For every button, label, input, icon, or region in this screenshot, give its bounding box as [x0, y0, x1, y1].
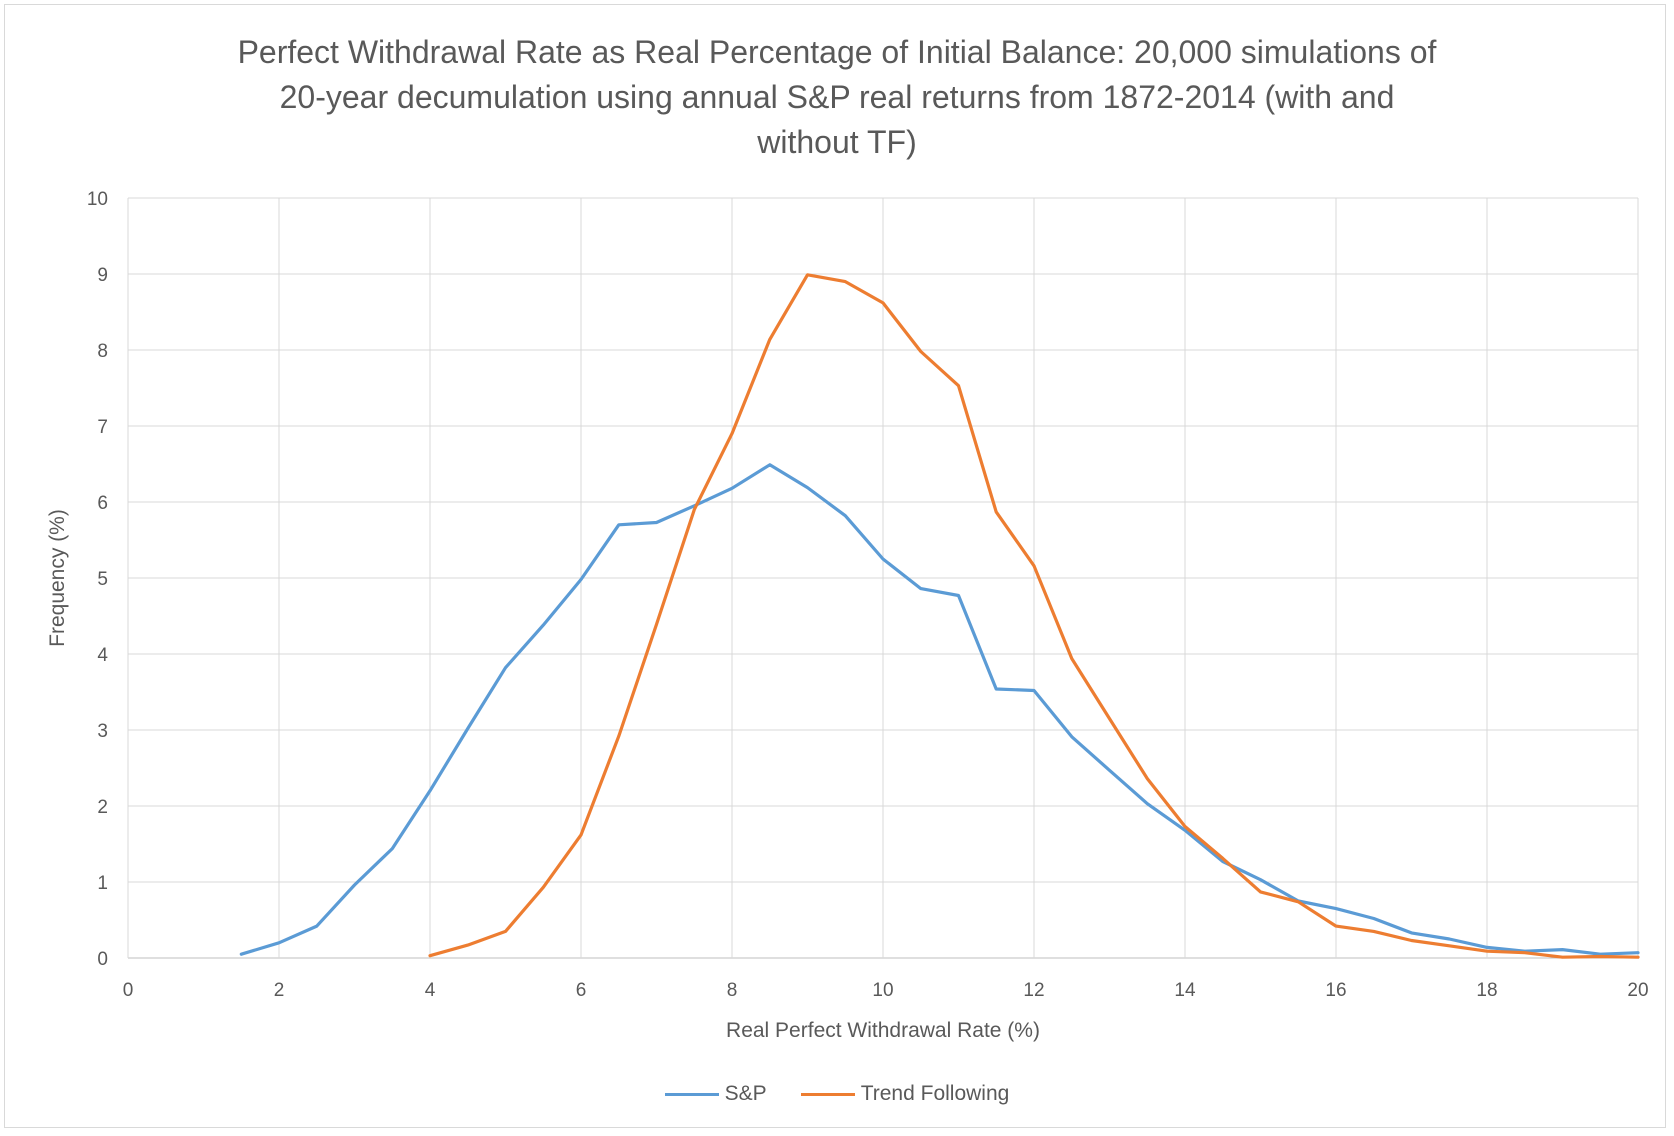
x-tick-label: 14 — [1174, 980, 1196, 1001]
x-tick-label: 0 — [123, 980, 134, 1001]
chart-title-line-2: 20-year decumulation using annual S&P re… — [279, 79, 1395, 115]
gridlines — [127, 197, 1639, 959]
y-tick-label: 7 — [97, 417, 108, 438]
legend-label-sp: S&P — [724, 1082, 767, 1105]
y-axis-title: Frequency (%) — [46, 509, 69, 647]
x-tick-label: 20 — [1627, 980, 1648, 1001]
y-tick-label: 1 — [97, 873, 108, 894]
chart-title-line-3: without TF) — [757, 124, 917, 160]
y-tick-label: 2 — [97, 797, 108, 818]
x-tick-label: 16 — [1325, 980, 1346, 1001]
x-tick-label: 12 — [1023, 980, 1044, 1001]
x-tick-label: 18 — [1476, 980, 1497, 1001]
legend-swatch-sp — [664, 1092, 719, 1096]
x-tick-label: 8 — [727, 980, 738, 1001]
x-tick-label: 10 — [872, 980, 893, 1001]
x-tick-label: 4 — [425, 980, 436, 1001]
x-axis-title: Real Perfect Withdrawal Rate (%) — [726, 1019, 1040, 1042]
y-tick-label: 5 — [97, 569, 108, 590]
legend-swatch-trend-following — [800, 1092, 855, 1096]
y-tick-label: 6 — [97, 493, 108, 514]
y-tick-label: 4 — [97, 645, 108, 666]
chart-legend: S&P Trend Following — [0, 1082, 1674, 1106]
y-tick-label: 8 — [97, 341, 108, 362]
chart-title: Perfect Withdrawal Rate as Real Percenta… — [150, 30, 1524, 165]
y-tick-label: 3 — [97, 721, 108, 742]
y-tick-label: 0 — [97, 949, 108, 970]
legend-label-trend-following: Trend Following — [860, 1082, 1010, 1105]
y-tick-label: 10 — [87, 189, 108, 210]
series-line-s-p — [239, 463, 1640, 956]
legend-item-trend-following: Trend Following — [800, 1082, 1010, 1106]
legend-item-sp: S&P — [664, 1082, 767, 1106]
series-line-trend-following — [428, 273, 1640, 959]
series-lines — [239, 273, 1640, 959]
chart-title-line-1: Perfect Withdrawal Rate as Real Percenta… — [237, 34, 1437, 70]
x-tick-label: 2 — [274, 980, 285, 1001]
y-tick-label: 9 — [97, 265, 108, 286]
x-tick-label: 6 — [576, 980, 587, 1001]
